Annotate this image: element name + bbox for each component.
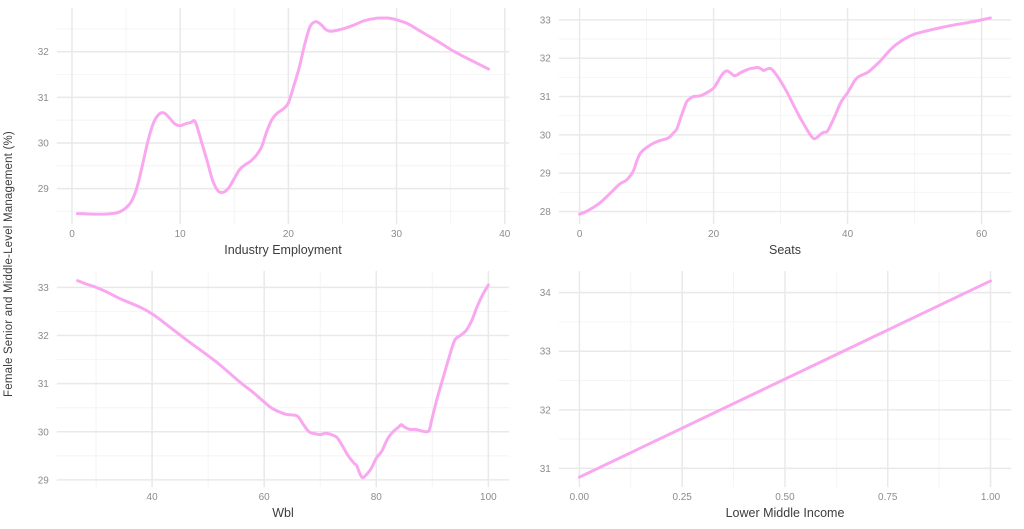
x-tick-label: 100: [480, 492, 497, 503]
y-tick-label: 32: [540, 54, 552, 65]
x-tick-label: 80: [371, 492, 383, 503]
x-tick-label: 20: [283, 229, 295, 240]
x-tick-label: 0.00: [570, 492, 590, 503]
x-tick-label: 20: [708, 229, 720, 240]
x-axis-title-industry-employment: Industry Employment: [224, 243, 342, 258]
chart-panel-industry-employment: 29 30 31 32 0 10 20 30 40 Industry Employment: [20, 2, 522, 265]
x-tick-label: 10: [175, 229, 187, 240]
y-tick-label: 32: [38, 331, 50, 342]
x-tick-label: 60: [259, 492, 271, 503]
y-tick-label: 32: [540, 405, 552, 416]
y-tick-label: 31: [540, 92, 552, 103]
y-tick-label: 29: [38, 475, 50, 486]
line-chart-lower-middle-income: 31 32 33 34 0.00 0.25 0.50 0.75 1.00: [540, 270, 1012, 503]
x-tick-label: 40: [499, 229, 511, 240]
chart-panel-seats: 28 29 30 31 32 33 0 20 40 60 Seats: [522, 2, 1024, 265]
y-tick-label: 29: [540, 169, 552, 180]
x-tick-label: 0.50: [775, 492, 795, 503]
x-tick-label: 30: [391, 229, 403, 240]
x-tick-label: 1.00: [981, 492, 1001, 503]
y-tick-label: 32: [38, 47, 50, 58]
chart-panel-lower-middle-income: 31 32 33 34 0.00 0.25 0.50 0.75 1.00 Lower Middl…: [522, 265, 1024, 528]
series-line: [578, 16, 992, 216]
y-tick-label: 28: [540, 207, 552, 218]
y-tick-label: 33: [540, 15, 552, 26]
series-line: [75, 16, 491, 216]
y-tick-label: 33: [540, 347, 552, 358]
y-tick-label: 30: [38, 427, 50, 438]
shared-y-axis-label: Female Senior and Middle-Level Managemen…: [3, 131, 15, 398]
x-axis-title-wbl: Wbl: [272, 506, 294, 521]
x-tick-label: 60: [976, 229, 988, 240]
x-axis-title-seats: Seats: [769, 243, 801, 258]
charts-grid: 29 30 31 32 0 10 20 30 40 Industry Employment 28…: [20, 2, 1024, 528]
line-chart-wbl: 29 30 31 32 33 40 60 80 100: [38, 270, 510, 503]
series-line: [577, 279, 993, 479]
x-axis-title-lower-middle-income: Lower Middle Income: [725, 506, 845, 521]
y-tick-label: 31: [540, 464, 552, 475]
x-tick-label: 0.25: [672, 492, 692, 503]
x-tick-label: 0: [577, 229, 583, 240]
chart-panel-wbl: 29 30 31 32 33 40 60 80 100 Wbl: [20, 265, 522, 528]
series-line: [76, 279, 490, 480]
y-tick-label: 30: [540, 130, 552, 141]
x-tick-label: 0: [69, 229, 75, 240]
y-tick-label: 30: [38, 138, 50, 149]
line-chart-industry-employment: 29 30 31 32 0 10 20 30 40: [38, 7, 511, 240]
y-tick-label: 31: [38, 379, 50, 390]
y-tick-label: 31: [38, 93, 50, 104]
line-chart-seats: 28 29 30 31 32 33 0 20 40 60: [540, 7, 1012, 240]
x-tick-label: 0.75: [878, 492, 898, 503]
y-tick-label: 34: [540, 288, 552, 299]
y-tick-label: 29: [38, 184, 50, 195]
y-tick-label: 33: [38, 283, 50, 294]
x-tick-label: 40: [842, 229, 854, 240]
x-tick-label: 40: [147, 492, 159, 503]
